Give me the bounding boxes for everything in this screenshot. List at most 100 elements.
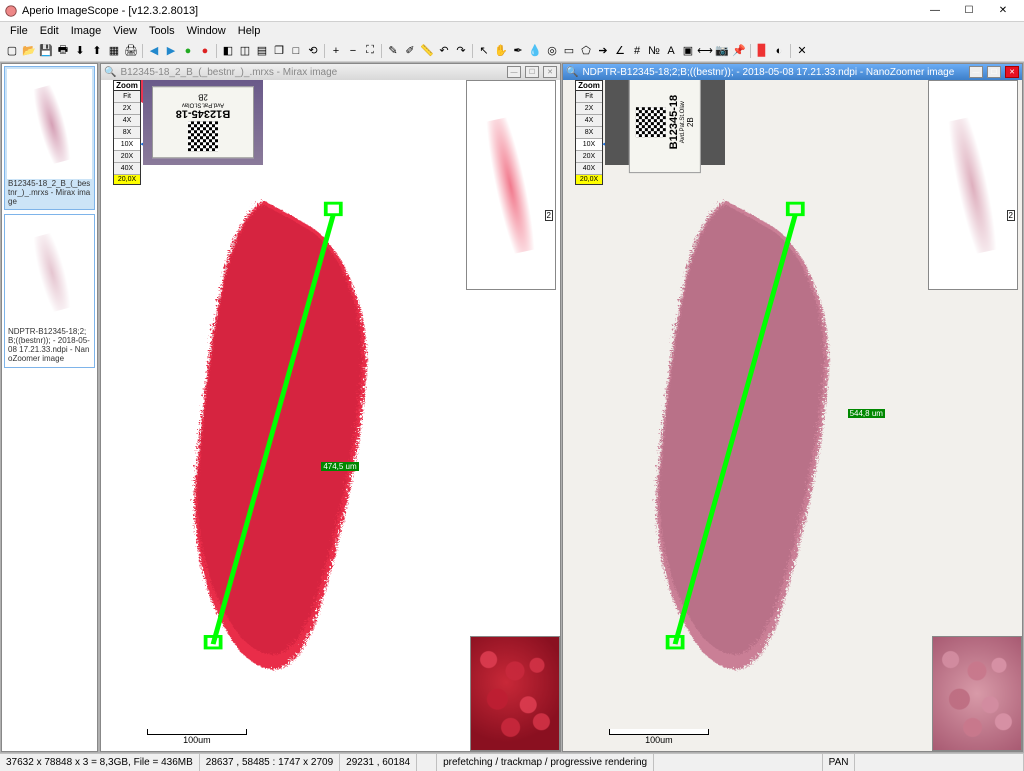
tool-single[interactable]: □ <box>288 43 304 59</box>
viewer-max-button[interactable]: ☐ <box>987 66 1001 78</box>
viewer-titlebar[interactable]: 🔍B12345-18_2_B_(_bestnr_)_.mrxs - Mirax … <box>101 64 560 80</box>
slide-label-thumb[interactable]: B12345-18Avd.Pat.St.Olav2B <box>143 80 263 165</box>
tool-target[interactable]: ◎ <box>544 43 560 59</box>
viewer-canvas[interactable]: ZoomFit2X4X8X10X◄20X40X20,0XB12345-18Avd… <box>101 80 560 751</box>
zoom-step-4X[interactable]: 4X <box>114 115 140 127</box>
tool-zoom-out[interactable]: − <box>345 43 361 59</box>
tool-view-thumb[interactable]: ▦ <box>106 43 122 59</box>
tool-rotate-l[interactable]: ↶ <box>436 43 452 59</box>
tool-import[interactable]: ⬇ <box>72 43 88 59</box>
menu-image[interactable]: Image <box>65 25 108 37</box>
tool-pointer[interactable]: ↖ <box>476 43 492 59</box>
window-controls: — ☐ ✕ <box>918 1 1020 21</box>
tool-ruler[interactable]: 📏 <box>419 43 435 59</box>
zoom-step-4X[interactable]: 4X <box>576 115 602 127</box>
tool-play[interactable]: ● <box>180 43 196 59</box>
tool-grid[interactable]: # <box>629 43 645 59</box>
tool-print[interactable]: 🖶 <box>55 43 71 59</box>
tool-zoom-in[interactable]: + <box>328 43 344 59</box>
tool-arrow[interactable]: ➔ <box>595 43 611 59</box>
tool-poly[interactable]: ⬠ <box>578 43 594 59</box>
viewer-min-button[interactable]: — <box>969 66 983 78</box>
zoom-step-40X[interactable]: 40X <box>114 163 140 175</box>
zoom-step-2X[interactable]: 2X <box>114 103 140 115</box>
tool-pin[interactable]: 📌 <box>731 43 747 59</box>
viewer-pane-0: 🔍B12345-18_2_B_(_bestnr_)_.mrxs - Mirax … <box>100 63 561 752</box>
zoom-step-10X[interactable]: 10X◄ <box>576 139 602 151</box>
zoom-indicator: 20,0X <box>576 175 602 184</box>
zoom-step-Fit[interactable]: Fit <box>114 91 140 103</box>
zoom-step-8X[interactable]: 8X <box>114 127 140 139</box>
thumbnail-0[interactable]: B12345-18_2_B_(_bestnr_)_.mrxs - Mirax i… <box>4 66 95 210</box>
tool-text[interactable]: A <box>663 43 679 59</box>
viewer-close-button[interactable]: ✕ <box>1005 66 1019 78</box>
menu-view[interactable]: View <box>107 25 143 37</box>
tool-palette[interactable]: ▉ <box>754 43 770 59</box>
menu-tools[interactable]: Tools <box>143 25 181 37</box>
tool-prev[interactable]: ◧ <box>220 43 236 59</box>
slide-ref: B12345-18 <box>668 95 680 149</box>
overview-map[interactable]: 2 <box>928 80 1018 290</box>
zoom-step-10X[interactable]: 10X◄ <box>114 139 140 151</box>
minimize-button[interactable]: — <box>918 1 952 21</box>
menu-window[interactable]: Window <box>181 25 232 37</box>
tool-forward[interactable]: ▶ <box>163 43 179 59</box>
tissue-region <box>600 161 875 698</box>
tool-rotate-r[interactable]: ↷ <box>453 43 469 59</box>
tool-region[interactable]: ▣ <box>680 43 696 59</box>
tool-x-tool[interactable]: ✕ <box>794 43 810 59</box>
close-button[interactable]: ✕ <box>986 1 1020 21</box>
zoom-step-8X[interactable]: 8X <box>576 127 602 139</box>
tool-fit[interactable]: ⛶ <box>362 43 378 59</box>
status-coords1: 28637 , 58485 : 1747 x 2709 <box>200 754 340 771</box>
menu-help[interactable]: Help <box>232 25 267 37</box>
zoom-step-Fit[interactable]: Fit <box>576 91 602 103</box>
magnifier-inset[interactable] <box>932 636 1022 751</box>
tool-save[interactable]: 💾 <box>38 43 54 59</box>
tool-cascade[interactable]: ❐ <box>271 43 287 59</box>
tool-rect[interactable]: ▭ <box>561 43 577 59</box>
viewer-close-button[interactable]: ✕ <box>543 66 557 78</box>
tool-counter[interactable]: № <box>646 43 662 59</box>
tool-export[interactable]: ⬆ <box>89 43 105 59</box>
zoom-step-2X[interactable]: 2X <box>576 103 602 115</box>
overview-map[interactable]: 2 <box>466 80 556 290</box>
viewer-canvas[interactable]: ZoomFit2X4X8X10X◄20X40X20,0XB12345-18Avd… <box>563 80 1022 751</box>
slide-label-thumb[interactable]: B12345-18Avd.Pat.St.Olav2B <box>605 80 725 165</box>
tool-ruler2[interactable]: ⟷ <box>697 43 713 59</box>
viewer-max-button[interactable]: ☐ <box>525 66 539 78</box>
scale-text: 100um <box>609 735 709 745</box>
tool-back[interactable]: ◀ <box>146 43 162 59</box>
tool-open[interactable]: 📂 <box>21 43 37 59</box>
maximize-button[interactable]: ☐ <box>952 1 986 21</box>
zoom-step-40X[interactable]: 40X <box>576 163 602 175</box>
tool-pencil[interactable]: ✎ <box>385 43 401 59</box>
tool-camera[interactable]: 📷 <box>714 43 730 59</box>
tool-sync[interactable]: ⟲ <box>305 43 321 59</box>
menu-file[interactable]: File <box>4 25 34 37</box>
tool-print2[interactable]: 🖨 <box>123 43 139 59</box>
tool-new[interactable]: ▢ <box>4 43 20 59</box>
zoom-step-20X[interactable]: 20X <box>114 151 140 163</box>
thumbnail-1[interactable]: NDPTR-B12345-18;2;B;((bestnr)); - 2018-0… <box>4 214 95 367</box>
tool-record[interactable]: ● <box>197 43 213 59</box>
magnifier-inset[interactable] <box>470 636 560 751</box>
title-bar: Aperio ImageScope - [v12.3.2.8013] — ☐ ✕ <box>0 0 1024 22</box>
slide-sub: 2B <box>686 118 695 128</box>
menu-bar: FileEditImageViewToolsWindowHelp <box>0 22 1024 40</box>
tool-tile[interactable]: ▤ <box>254 43 270 59</box>
tool-pen[interactable]: ✐ <box>402 43 418 59</box>
tool-drop[interactable]: 💧 <box>527 43 543 59</box>
zoom-step-20X[interactable]: 20X <box>576 151 602 163</box>
measurement-label: 544,8 um <box>848 409 885 418</box>
tool-ink[interactable]: ✒ <box>510 43 526 59</box>
tool-hand[interactable]: ✋ <box>493 43 509 59</box>
viewer-titlebar[interactable]: 🔍NDPTR-B12345-18;2;B;((bestnr)); - 2018-… <box>563 64 1022 80</box>
tool-adjust[interactable]: ◐ <box>771 43 787 59</box>
zoom-header-label: Zoom <box>114 81 140 91</box>
menu-edit[interactable]: Edit <box>34 25 65 37</box>
viewers-container: 🔍B12345-18_2_B_(_bestnr_)_.mrxs - Mirax … <box>99 62 1024 753</box>
tool-dual[interactable]: ◫ <box>237 43 253 59</box>
tool-angle[interactable]: ∠ <box>612 43 628 59</box>
viewer-min-button[interactable]: — <box>507 66 521 78</box>
